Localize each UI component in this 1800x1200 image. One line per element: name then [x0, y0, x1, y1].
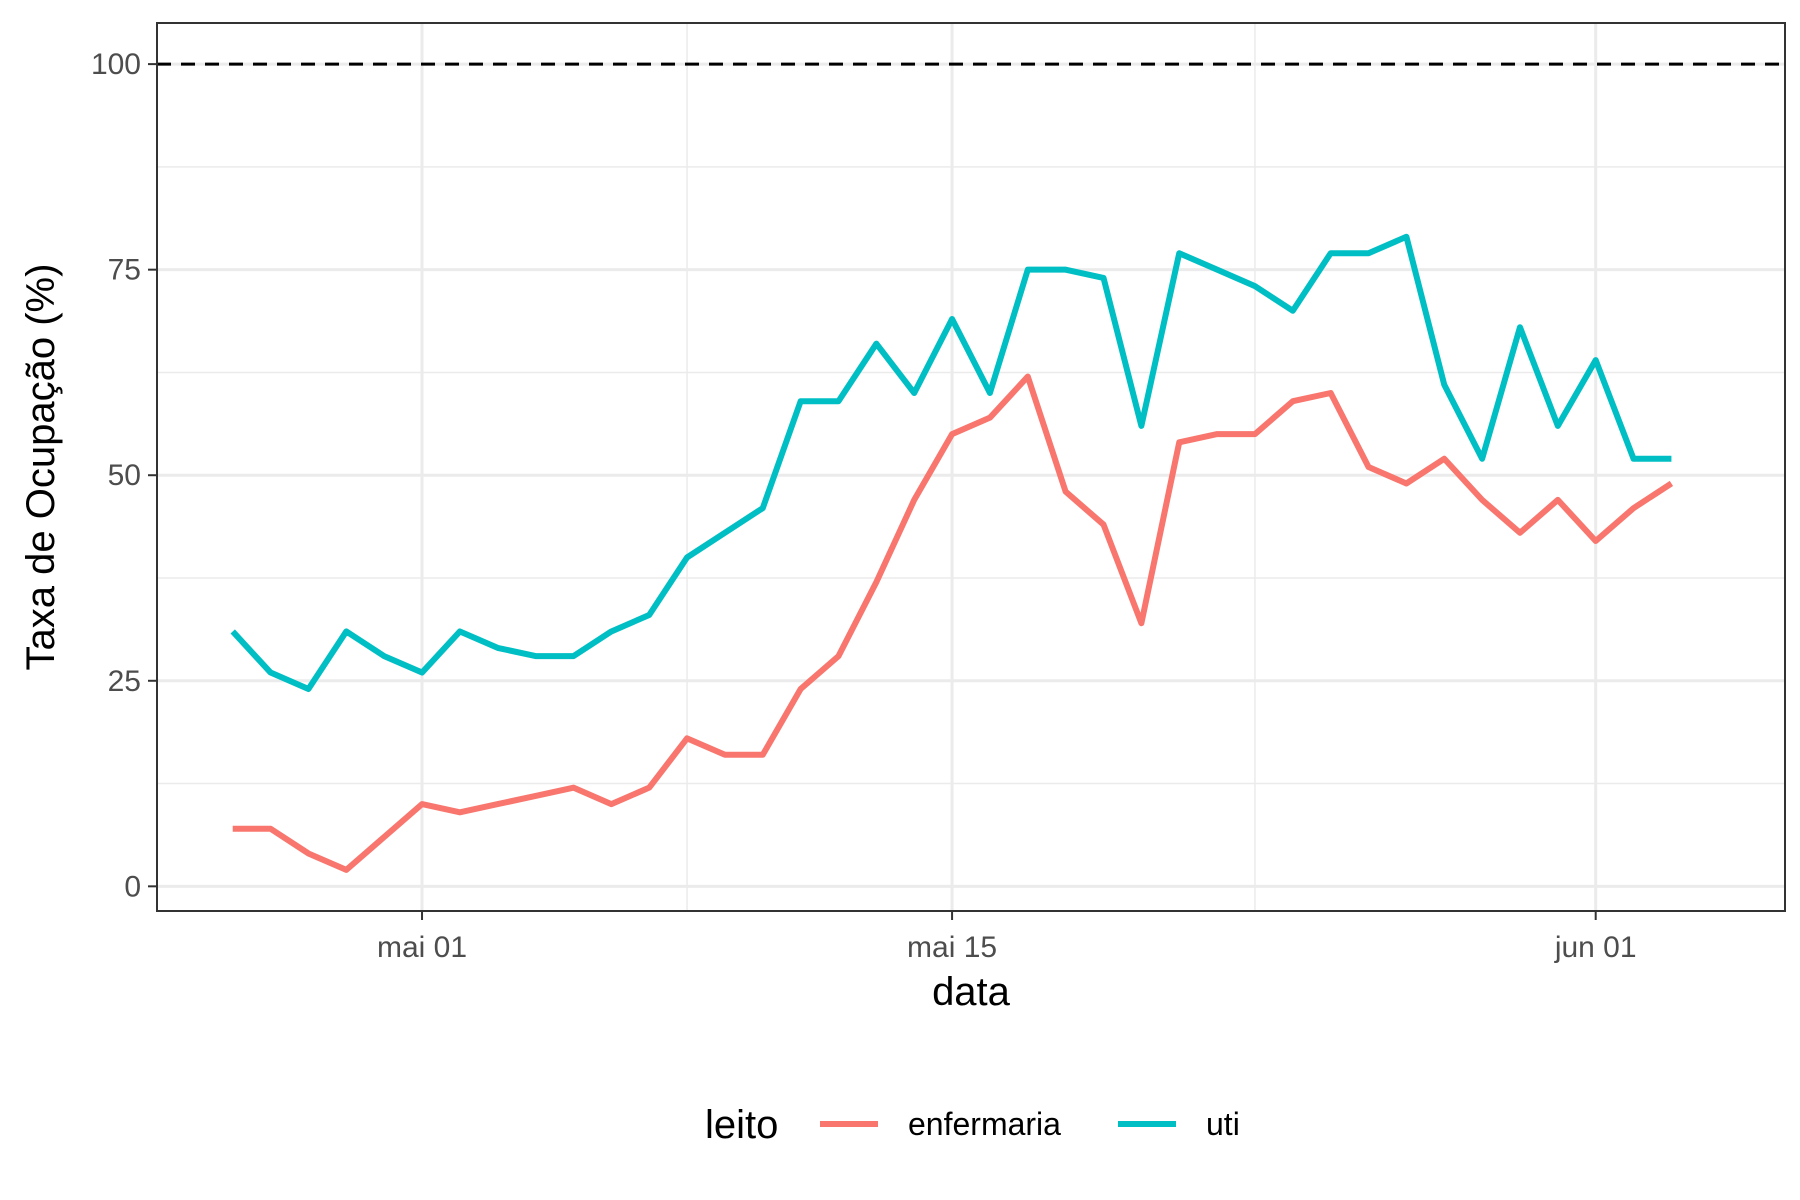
legend-label-uti: uti — [1206, 1106, 1240, 1142]
x-tick-label: jun 01 — [1554, 931, 1637, 964]
series-line-enfermaria — [232, 373, 1674, 873]
y-tick-label: 75 — [108, 254, 141, 287]
series-layer — [230, 233, 1674, 873]
legend-title: leito — [705, 1103, 778, 1147]
x-tick-label: mai 01 — [377, 931, 467, 964]
legend: leito enfermaria uti — [705, 1103, 1240, 1147]
legend-label-enfermaria: enfermaria — [908, 1106, 1061, 1142]
plot-panel-border — [156, 22, 1786, 912]
x-axis-title: data — [932, 970, 1011, 1014]
x-axis: mai 01 mai 15 jun 01 — [377, 911, 1637, 964]
y-axis-title: Taxa de Ocupação (%) — [19, 264, 63, 671]
y-axis: 0 25 50 75 100 — [91, 48, 157, 903]
legend-items: enfermaria uti — [820, 1106, 1240, 1142]
minor-gridlines — [157, 23, 1785, 911]
series-line-uti — [230, 233, 1672, 692]
plot-background — [157, 23, 1785, 911]
x-tick-label: mai 15 — [907, 931, 997, 964]
y-tick-label: 0 — [124, 870, 141, 903]
y-tick-label: 50 — [108, 459, 141, 492]
y-tick-label: 100 — [91, 48, 141, 81]
y-tick-label: 25 — [108, 665, 141, 698]
